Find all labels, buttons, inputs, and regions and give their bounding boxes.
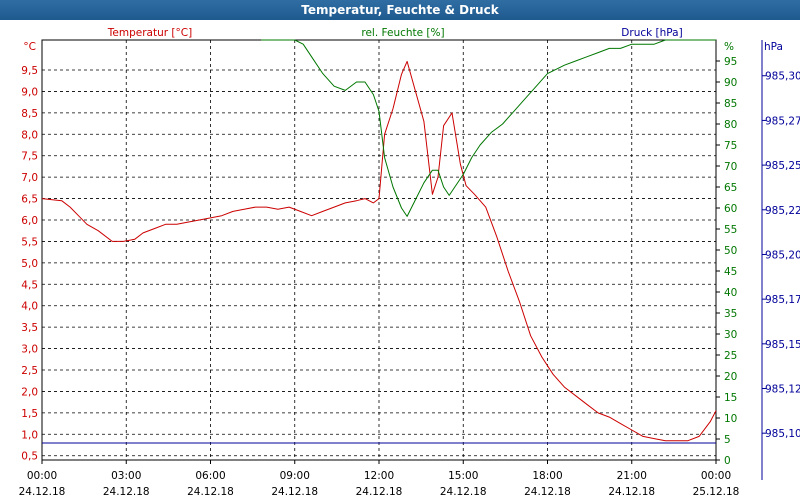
x-tick-time: 15:00	[448, 470, 478, 482]
x-tick-time: 06:00	[195, 470, 225, 482]
hum-tick-label: 70	[724, 161, 737, 173]
temp-tick-label: 6,5	[21, 194, 38, 206]
press-tick-label: 985,20	[765, 249, 800, 261]
hum-tick-label: 35	[724, 308, 737, 320]
hum-tick-label: 60	[724, 203, 737, 215]
hum-tick-label: 95	[724, 56, 737, 68]
hum-tick-label: 40	[724, 287, 737, 299]
plot-frame	[41, 39, 717, 461]
hum-tick-label: 30	[724, 329, 737, 341]
x-tick-date: 24.12.18	[524, 486, 571, 498]
temp-tick-label: 8,5	[21, 108, 38, 120]
temp-tick-label: 5,5	[21, 236, 38, 248]
temp-tick-label: 7,0	[21, 172, 38, 184]
press-tick-label: 985,10	[765, 428, 800, 440]
press-unit: hPa	[764, 41, 783, 53]
x-tick-time: 03:00	[111, 470, 141, 482]
series-line-temp	[41, 60, 717, 442]
hum-tick-label: 65	[724, 182, 737, 194]
temp-tick-label: 1,0	[21, 429, 38, 441]
press-tick-label: 985,30	[765, 71, 800, 83]
hum-tick-label: 10	[724, 413, 737, 425]
series-line-hum	[261, 39, 716, 217]
axis-labels: 00:00 24.12.18 03:00 24.12.18 06:00 24.12.18 0…	[19, 27, 800, 498]
temp-tick-label: 0,5	[21, 451, 38, 463]
legend-temp: Temperatur [°C]	[107, 27, 192, 39]
x-tick-date: 24.12.18	[356, 486, 403, 498]
x-tick-time: 00:00	[701, 470, 731, 482]
hum-tick-label: 15	[724, 392, 737, 404]
temp-tick-label: 3,0	[21, 344, 38, 356]
press-tick-label: 985,17	[765, 294, 800, 306]
press-tick-label: 985,12	[765, 384, 800, 396]
temp-tick-label: 9,5	[21, 65, 38, 77]
temp-tick-label: 4,0	[21, 301, 38, 313]
hum-tick-label: 90	[724, 77, 737, 89]
x-tick-time: 21:00	[617, 470, 647, 482]
hum-tick-label: 45	[724, 266, 737, 278]
temp-tick-label: 8,0	[21, 129, 38, 141]
temp-tick-label: 7,5	[21, 151, 38, 163]
hum-tick-label: 5	[724, 434, 731, 446]
x-tick-date: 25.12.18	[693, 486, 740, 498]
temp-tick-label: 3,5	[21, 322, 38, 334]
temp-unit: °C	[23, 41, 36, 53]
x-tick-time: 09:00	[280, 470, 310, 482]
legend-hum: rel. Feuchte [%]	[361, 27, 444, 39]
x-tick-time: 00:00	[27, 470, 57, 482]
press-tick-label: 985,25	[765, 160, 800, 172]
temp-tick-label: 6,0	[21, 215, 38, 227]
temp-tick-label: 9,0	[21, 86, 38, 98]
temp-tick-label: 2,0	[21, 386, 38, 398]
x-tick-date: 24.12.18	[19, 486, 66, 498]
chart-area: 00:00 24.12.18 03:00 24.12.18 06:00 24.12.18 0…	[19, 27, 800, 498]
hum-tick-label: 0	[724, 455, 731, 467]
x-tick-date: 24.12.18	[271, 486, 318, 498]
x-tick-date: 24.12.18	[187, 486, 234, 498]
x-tick-date: 24.12.18	[103, 486, 150, 498]
legend-press: Druck [hPa]	[621, 27, 682, 39]
x-tick-time: 12:00	[364, 470, 394, 482]
hum-tick-label: 55	[724, 224, 737, 236]
hum-unit: %	[724, 41, 734, 53]
temp-tick-label: 4,5	[21, 279, 38, 291]
press-tick-label: 985,27	[765, 115, 800, 127]
temp-tick-label: 1,5	[21, 408, 38, 420]
grid	[41, 40, 766, 464]
hum-tick-label: 80	[724, 119, 737, 131]
x-tick-date: 24.12.18	[608, 486, 655, 498]
window-title: Temperatur, Feuchte & Druck	[0, 0, 800, 20]
series-group	[41, 39, 717, 444]
press-tick-label: 985,22	[765, 205, 800, 217]
temp-tick-label: 2,5	[21, 365, 38, 377]
hum-tick-label: 25	[724, 350, 737, 362]
x-tick-time: 18:00	[532, 470, 562, 482]
press-tick-label: 985,15	[765, 339, 800, 351]
hum-tick-label: 75	[724, 140, 737, 152]
temp-tick-label: 5,0	[21, 258, 38, 270]
hum-tick-label: 85	[724, 98, 737, 110]
x-tick-date: 24.12.18	[440, 486, 487, 498]
hum-tick-label: 50	[724, 245, 737, 257]
hum-tick-label: 20	[724, 371, 737, 383]
